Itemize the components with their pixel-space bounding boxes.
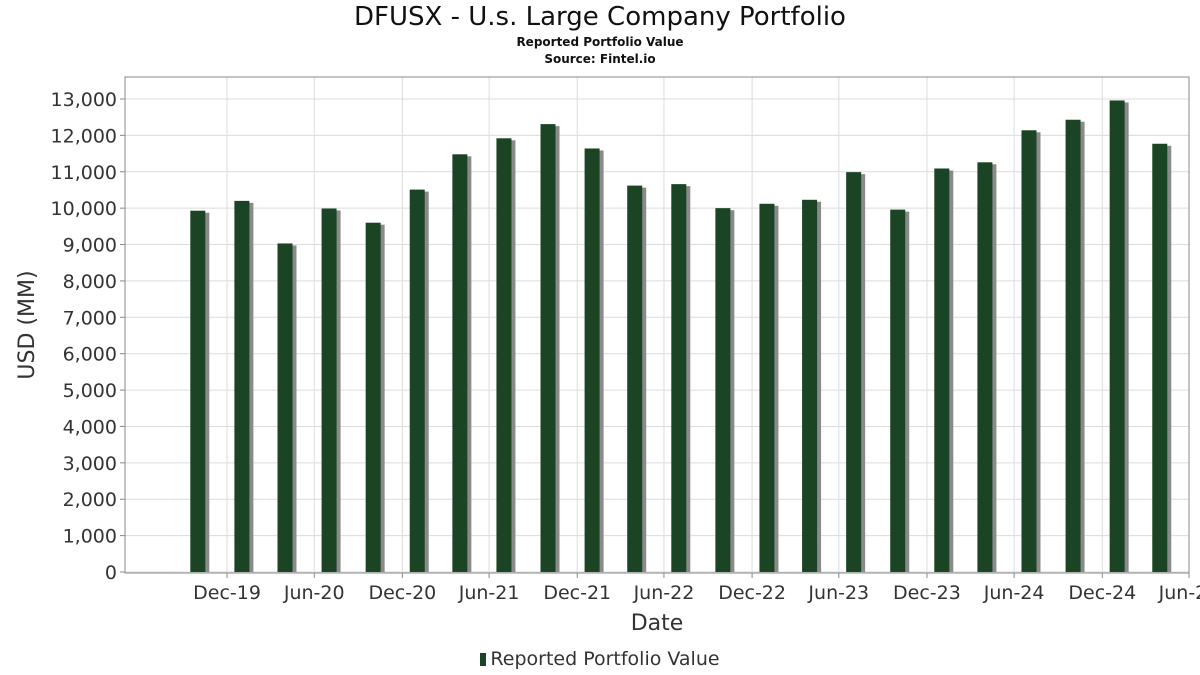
bar-fill [1065,119,1081,572]
bar-fill [890,209,906,572]
y-tick-label: 10,000 [51,198,117,220]
bar [409,189,429,572]
bar [802,199,822,572]
y-tick-label: 6,000 [63,344,117,366]
bar-fill [584,148,600,572]
chart-subtitle: Reported Portfolio Value [516,35,684,49]
x-tick-label: Jun-21 [458,582,520,604]
x-tick-label: Jun-20 [283,582,345,604]
y-tick-label: 5,000 [63,380,117,402]
bars [190,100,1172,573]
bar [1109,100,1129,572]
bar-fill [846,172,862,573]
bar [365,222,385,572]
bar-fill [977,162,993,572]
y-tick-label: 8,000 [63,271,117,293]
bar-fill [190,210,206,572]
y-tick-label: 13,000 [51,89,117,111]
bar-fill [540,124,556,573]
bar [496,138,516,572]
bar-fill [1021,130,1037,572]
bar-fill [715,208,731,572]
x-tick-label: Dec-19 [193,582,261,604]
bar [1065,119,1085,572]
y-tick-label: 0 [105,562,117,584]
x-tick-label: Dec-22 [718,582,786,604]
bar [234,200,254,572]
y-axis-title: USD (MM) [15,270,40,379]
bar-fill [409,189,425,572]
bar-fill [627,185,643,572]
y-tick-label: 4,000 [63,416,117,438]
bar-fill [1152,143,1168,572]
bar-fill [452,154,468,572]
y-tick-label: 3,000 [63,453,117,475]
legend: Reported Portfolio Value [0,648,1200,670]
bar-fill [496,138,512,572]
bar [934,168,954,572]
bar [584,148,604,572]
x-tick-label: Jun-25 [1158,582,1200,604]
bar-fill [934,168,950,572]
bar-fill [671,184,687,572]
grid-lines [125,77,1190,573]
y-tick-label: 11,000 [51,162,117,184]
bar [540,124,560,573]
bar [977,162,997,572]
x-tick-label: Dec-20 [368,582,436,604]
bar-fill [802,199,818,572]
bar [890,209,910,572]
bar [627,185,647,572]
y-tick-label: 9,000 [63,235,117,257]
bar [321,208,341,572]
y-axis: 0 1,000 2,000 3,000 4,000 5,000 6,000 7,000 8,00… [51,89,125,584]
y-tick-label: 1,000 [63,526,117,548]
bar-fill [759,203,775,572]
x-axis: Dec-19 Jun-20 Dec-20 Jun-21 Dec-21 Jun-22 Dec-… [193,573,1200,604]
x-tick-label: Jun-23 [807,582,869,604]
chart-source: Source: Fintel.io [544,52,656,66]
bar-fill [365,222,381,572]
bar [671,184,691,572]
bar [1152,143,1172,572]
bar [846,172,866,573]
bar [1021,130,1041,572]
x-tick-label: Dec-21 [543,582,611,604]
chart-title: DFUSX - U.s. Large Company Portfolio [354,2,846,32]
bar-fill [1109,100,1125,572]
bar [277,243,297,572]
x-tick-label: Jun-24 [983,582,1045,604]
legend-swatch [480,653,487,666]
y-tick-label: 2,000 [63,489,117,511]
bar [759,203,779,572]
bar [715,208,735,572]
bar [452,154,472,572]
plot-frame [124,76,1190,574]
bar-fill [234,200,250,572]
x-axis-title: Date [631,611,684,636]
bar-fill [321,208,337,572]
x-tick-label: Dec-24 [1068,582,1136,604]
x-tick-label: Dec-23 [893,582,961,604]
x-tick-label: Jun-22 [633,582,695,604]
bar-fill [277,243,293,572]
bar [190,210,210,572]
legend-label: Reported Portfolio Value [490,648,720,670]
y-tick-label: 7,000 [63,307,117,329]
y-tick-label: 12,000 [51,125,117,147]
